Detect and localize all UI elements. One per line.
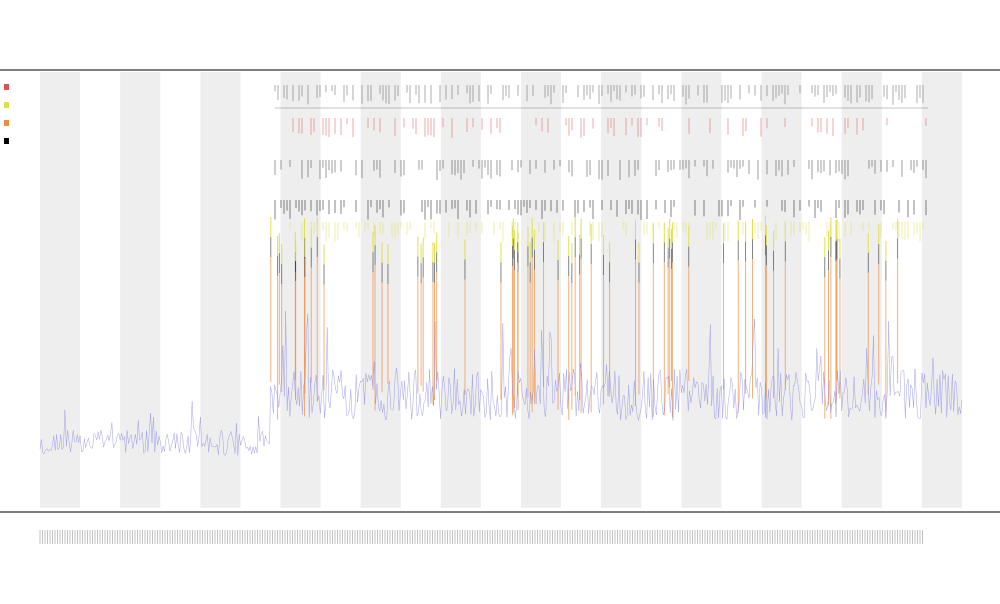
legend-swatch — [4, 84, 9, 90]
background-band — [681, 72, 722, 508]
background-band — [761, 72, 802, 508]
background-bands — [40, 72, 962, 508]
legend-swatch — [4, 138, 9, 144]
signal-trace — [39, 310, 963, 456]
background-band — [601, 72, 642, 508]
event-rows — [274, 85, 928, 242]
background-band — [440, 72, 481, 508]
background-band — [841, 72, 882, 508]
spike-lines — [270, 215, 899, 420]
signal-trace-group — [39, 310, 963, 456]
background-band — [200, 72, 241, 508]
background-band — [521, 72, 562, 508]
legend-swatch — [4, 102, 9, 108]
legend-swatch — [4, 120, 9, 126]
x-tick-labels — [39, 530, 923, 544]
background-band — [921, 72, 962, 508]
background-band — [280, 72, 321, 508]
background-band — [360, 72, 401, 508]
legend — [4, 84, 9, 144]
background-band — [40, 72, 81, 508]
